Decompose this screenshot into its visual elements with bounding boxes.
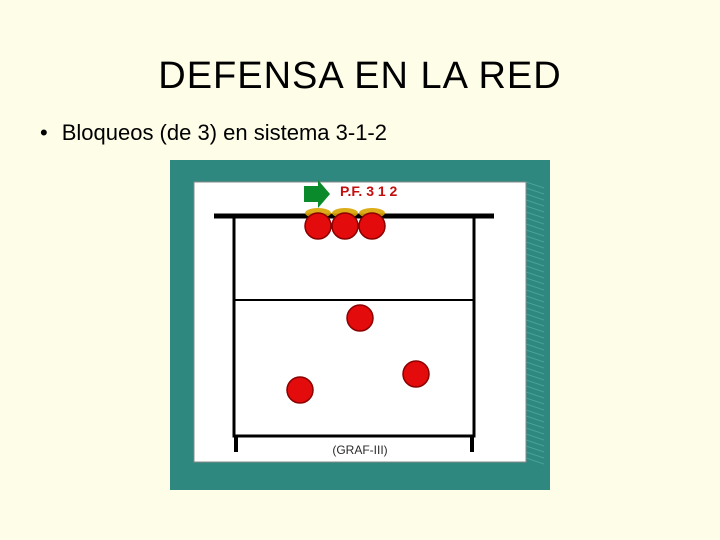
court-diagram: P.F. 3 1 2 (GRAF-III) <box>170 160 550 490</box>
bullet-item: • Bloqueos (de 3) en sistema 3-1-2 <box>40 120 387 146</box>
svg-text:P.F. 3 1 2: P.F. 3 1 2 <box>340 183 398 199</box>
slide: DEFENSA EN LA RED • Bloqueos (de 3) en s… <box>0 0 720 540</box>
slide-title: DEFENSA EN LA RED <box>0 55 720 98</box>
svg-text:(GRAF-III): (GRAF-III) <box>332 443 387 457</box>
bullet-dot: • <box>40 122 48 144</box>
bullet-text: Bloqueos (de 3) en sistema 3-1-2 <box>62 120 387 146</box>
